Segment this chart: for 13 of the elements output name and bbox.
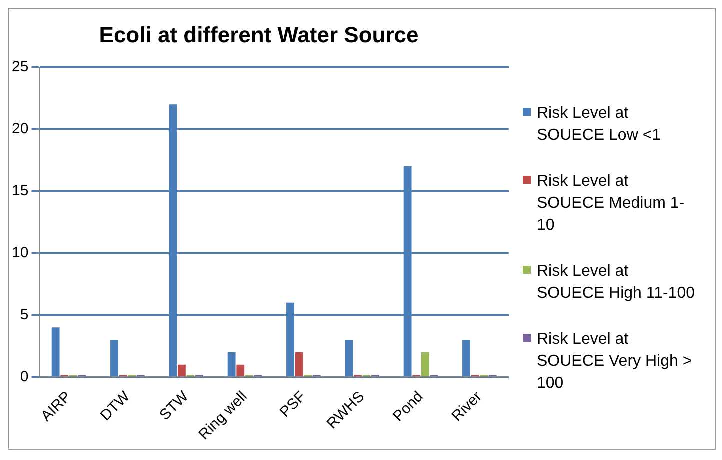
y-tick-label: 20 — [12, 120, 29, 138]
legend-label: Risk Level at SOUECE Medium 1-10 — [537, 172, 686, 236]
bar — [421, 352, 430, 376]
legend-label: Risk Level at SOUECE Low <1 — [537, 104, 662, 146]
y-tick-label: 25 — [12, 58, 29, 76]
chart-title: Ecoli at different Water Source — [99, 22, 419, 48]
y-tick-label: 5 — [20, 306, 29, 324]
y-tick-label: 15 — [12, 182, 29, 200]
bar — [295, 352, 304, 376]
legend-label: Risk Level at SOUECE Very High > 100 — [537, 330, 694, 394]
y-tick-label: 10 — [12, 244, 29, 262]
legend-label: Risk Level at SOUECE High 11-100 — [537, 262, 696, 304]
y-tick-label: 0 — [20, 368, 29, 386]
